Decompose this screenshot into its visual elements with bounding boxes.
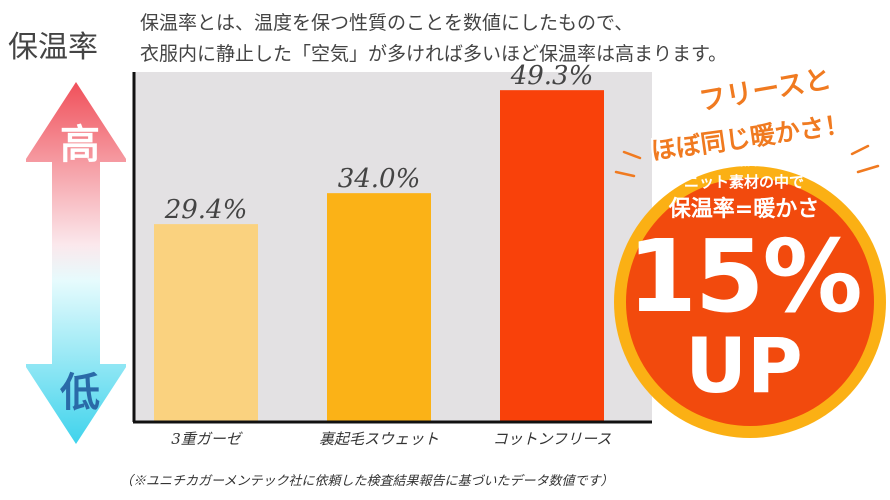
bar bbox=[500, 90, 604, 422]
scale-arrow bbox=[26, 82, 126, 444]
chart-title: 保温率 bbox=[8, 30, 98, 65]
category-label: 裏起毛スウェット bbox=[319, 430, 439, 448]
scale-low-label: 低 bbox=[60, 370, 100, 416]
badge-line-1: 当店 bbox=[730, 153, 758, 169]
data-label: 34.0% bbox=[338, 164, 421, 194]
footnote: （※ユニチカガーメンテック社に依頼した検査結果報告に基づいたデータ数値です） bbox=[120, 474, 614, 489]
promo-badge: フリースと ほぼ同じ暖かさ！ 当店 ニット素材の中で 保温率=暖かさ 15% U… bbox=[610, 64, 890, 494]
bar bbox=[327, 193, 431, 422]
data-label: 49.3% bbox=[510, 61, 594, 91]
badge-big-number: 15% bbox=[627, 218, 862, 335]
description-line-2: 衣服内に静止した「空気」が多ければ多いほど保温率は高まります。 bbox=[140, 43, 728, 65]
category-label: 3重ガーゼ bbox=[171, 430, 243, 448]
category-label: コットンフリース bbox=[493, 430, 612, 448]
scale-high-label: 高 bbox=[60, 122, 100, 168]
data-label: 29.4% bbox=[164, 195, 248, 225]
badge-big-word: UP bbox=[685, 321, 803, 410]
burst-lines bbox=[614, 144, 880, 178]
description-line-1: 保温率とは、温度を保つ性質のことを数値にしたもので、 bbox=[140, 12, 634, 34]
description: 保温率とは、温度を保つ性質のことを数値にしたもので、 衣服内に静止した「空気」が… bbox=[140, 8, 890, 70]
badge-line-2: ニット素材の中で bbox=[683, 173, 804, 191]
badge-line-3: 保温率=暖かさ bbox=[668, 197, 820, 222]
badge-circle bbox=[626, 178, 874, 426]
scale-arrow-shape bbox=[26, 82, 126, 444]
bar bbox=[154, 224, 258, 422]
